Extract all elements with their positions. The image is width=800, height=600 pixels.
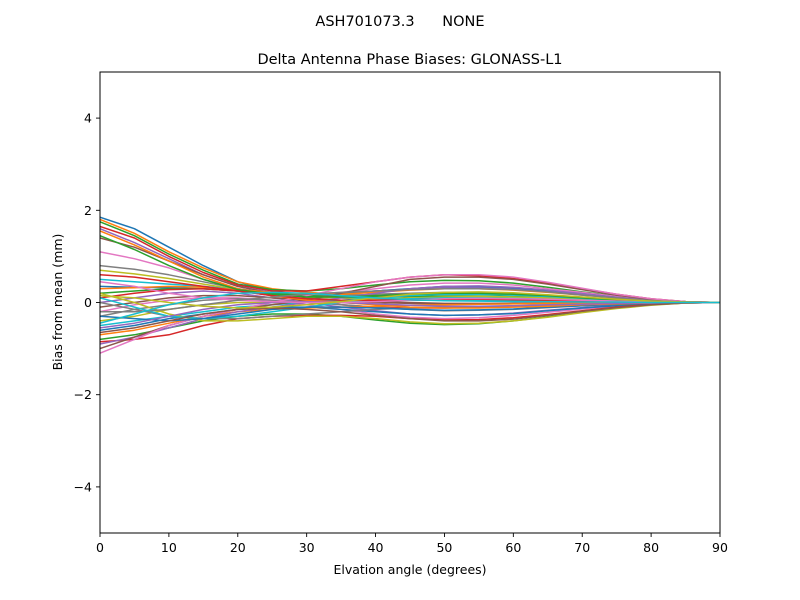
x-tick-label: 50 (436, 540, 452, 555)
y-tick-label: −2 (74, 387, 92, 402)
y-tick-label: 2 (84, 203, 92, 218)
y-tick-label: −4 (74, 479, 92, 494)
y-tick-label: 0 (84, 295, 92, 310)
x-tick-label: 90 (712, 540, 728, 555)
x-axis-label: Elvation angle (degrees) (333, 562, 486, 577)
series-line (100, 274, 720, 354)
y-axis-label: Bias from mean (mm) (50, 234, 65, 371)
series-line (100, 235, 720, 304)
x-tick-label: 10 (161, 540, 177, 555)
x-tick-label: 80 (643, 540, 659, 555)
series-line (100, 301, 720, 334)
series-line (100, 300, 720, 329)
x-tick-label: 30 (299, 540, 315, 555)
x-tick-label: 40 (368, 540, 384, 555)
series-layer (100, 216, 720, 354)
chart-title: Delta Antenna Phase Biases: GLONASS-L1 (257, 52, 562, 68)
x-axis: 0 10 20 30 40 50 60 70 80 90 (96, 533, 728, 555)
series-line (100, 292, 720, 325)
series-line (100, 287, 720, 313)
figure-suptitle: ASH701073.3 NONE (315, 14, 484, 30)
x-tick-label: 70 (574, 540, 590, 555)
x-tick-label: 0 (96, 540, 104, 555)
y-tick-label: 4 (84, 111, 92, 126)
series-line (100, 291, 720, 309)
x-tick-label: 60 (505, 540, 521, 555)
y-axis: −4 −2 0 2 4 (74, 111, 100, 494)
x-tick-label: 20 (230, 540, 246, 555)
series-line (100, 291, 720, 324)
